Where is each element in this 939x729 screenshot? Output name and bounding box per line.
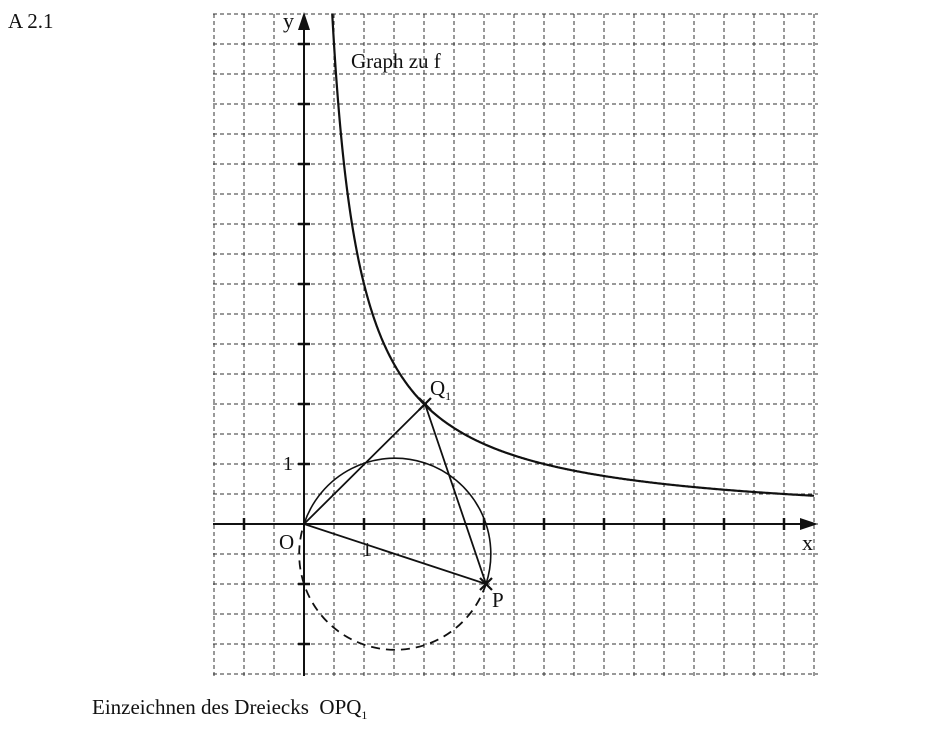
- q1-label: Q1: [430, 376, 451, 403]
- graph-label: Graph zu f: [351, 49, 441, 73]
- header-label: A 2.1: [8, 9, 54, 33]
- x-arrow: [800, 518, 818, 530]
- y-axis-label: y: [283, 8, 294, 33]
- q1-main: Q: [430, 376, 445, 400]
- q1-sub: 1: [445, 389, 451, 403]
- circle-arc: [303, 457, 492, 585]
- p-cross: [479, 577, 493, 591]
- circle-arc-dashed: [298, 523, 487, 651]
- y-one-label: 1: [283, 453, 293, 475]
- triangle: [302, 402, 488, 586]
- ticks: [242, 42, 786, 646]
- origin-label: O: [279, 530, 294, 554]
- x-one-label: 1: [362, 539, 372, 561]
- y-arrow: [298, 12, 310, 30]
- caption-sub: 1: [361, 708, 367, 722]
- p-label: P: [492, 588, 504, 612]
- caption-text: Einzeichnen des Dreiecks OPQ: [92, 695, 361, 719]
- caption: Einzeichnen des Dreiecks OPQ1: [92, 695, 367, 722]
- graph-f: [331, 13, 815, 497]
- x-axis-label: x: [802, 530, 813, 555]
